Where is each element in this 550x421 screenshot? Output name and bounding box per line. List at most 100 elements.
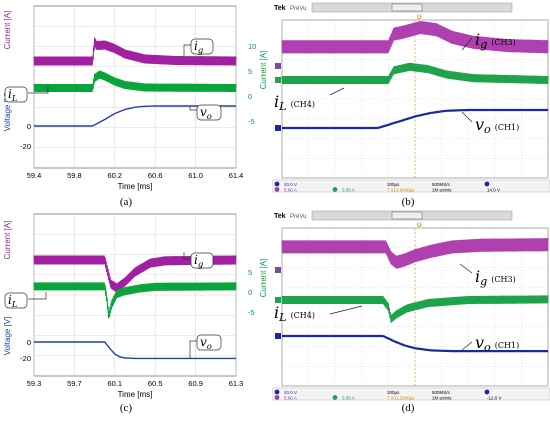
status-points: 1M points <box>432 396 452 401</box>
scope-il-label-sub: L <box>278 100 286 113</box>
scope-ig-label-ch: (CH3) <box>491 38 515 47</box>
status-trigger-level: 14.0 V <box>487 188 500 193</box>
scope-il-band <box>281 62 549 85</box>
x-tick-label: 59.8 <box>67 171 82 180</box>
ig-label: ig <box>194 253 203 269</box>
status-rate: 500MS/s <box>432 182 451 187</box>
y-left-bottom-label: Voltage [V] <box>3 93 12 132</box>
il-leader <box>28 292 47 300</box>
vo-label-sub: o <box>207 341 212 351</box>
caption-d: (d) <box>401 402 415 414</box>
status-ch4-chip <box>332 187 338 192</box>
x-axis-label: Time [ms] <box>118 182 153 191</box>
caption-a: (a) <box>119 196 133 208</box>
scope-ig-leader <box>459 263 473 274</box>
channel-marker <box>275 297 281 303</box>
status-ch1-chip <box>274 181 280 187</box>
vo-callout-box <box>196 334 222 351</box>
status-ch1-chip <box>274 389 280 395</box>
y-right-tick-label: 0 <box>248 92 252 101</box>
il-label-text: iL <box>8 293 18 309</box>
scope-brand: Tek <box>274 5 286 12</box>
vo-label: vo <box>200 335 212 351</box>
chart-a: 59.4 59.8 60.2 60.6 61.0 61.4 Time [ms] 10 5 0 -5 C… <box>3 5 268 191</box>
scope-vo-label-sub: o <box>484 341 491 354</box>
status-bar <box>271 387 550 401</box>
il-label: iL <box>8 87 18 103</box>
caption-c: (c) <box>119 402 133 414</box>
scope-brand: Tek <box>274 213 286 220</box>
scope-vo-label-ch: (CH1) <box>495 123 519 132</box>
y-right-tick-label: -5 <box>248 117 255 126</box>
y-right-tick-label: -5 <box>248 308 255 317</box>
status-ch3-value: 5.00 A <box>284 188 297 193</box>
scope-mode: PreVu <box>290 214 306 220</box>
channel-marker <box>275 125 281 131</box>
y-left-bottom-label: Voltage [V] <box>3 317 12 356</box>
status-ch1-value: 20.0 V <box>284 390 297 395</box>
caption-b: (b) <box>401 196 415 208</box>
status-ch3-chip <box>274 187 280 192</box>
il-label-sub: L <box>11 93 18 103</box>
status-bar <box>271 179 550 193</box>
y-right-tick-label: 10 <box>248 42 256 51</box>
scope-il-leader <box>329 87 345 96</box>
ig-label-text: ig <box>194 253 203 269</box>
status-rate: 500MS/s <box>432 390 451 395</box>
il-callout-box <box>4 86 28 103</box>
x-tick-label: 60.6 <box>148 171 163 180</box>
panel-a: 59.4 59.8 60.2 60.6 61.0 61.4 Time [ms] 10 5 0 -5 C… <box>0 0 272 208</box>
trigger-marker: U <box>417 223 421 229</box>
trigger-marker: U <box>417 15 421 21</box>
status-timebase: 200µs <box>387 182 400 187</box>
x-tick-label: 61.0 <box>188 171 203 180</box>
x-tick-label: 61.3 <box>229 379 244 388</box>
y-right-axis-label: Current [A] <box>259 51 268 90</box>
vo-label: vo <box>200 105 212 121</box>
ig-leader <box>183 44 191 58</box>
ig-label-sub: g <box>198 45 203 55</box>
scope-ig-band <box>281 238 549 269</box>
status-trigger-chip <box>484 181 490 187</box>
y-left-top-label: Current [A] <box>3 11 12 50</box>
status-ch3-value: 5.00 A <box>284 396 297 401</box>
ig-callout-box <box>190 252 214 269</box>
vo-callout-box <box>196 104 222 121</box>
vo-leader <box>189 106 197 111</box>
x-tick-label: 60.2 <box>107 171 122 180</box>
scope-ig-band <box>281 21 549 54</box>
scope-vo-line <box>282 334 548 353</box>
y-right-axis-label: Current [A] <box>259 259 268 298</box>
ig-callout-box <box>190 38 214 55</box>
scope-mode: PreVu <box>290 6 306 12</box>
y-left-tick-label: 0 <box>27 338 31 347</box>
scope-il-label-ch: (CH4) <box>291 100 315 109</box>
status-ch1-value: 20.0 V <box>284 182 297 187</box>
series-il-band <box>33 282 237 319</box>
scope-ig-leader <box>461 37 473 51</box>
x-tick-label: 61.4 <box>229 171 244 180</box>
status-ch4-chip <box>332 395 338 400</box>
x-tick-label: 60.5 <box>148 379 163 388</box>
y-left-top-label: Current [A] <box>3 221 12 260</box>
record-window <box>391 211 423 220</box>
x-tick-label: 60.9 <box>188 379 203 388</box>
scope-ig-label-ch: (CH3) <box>491 275 515 284</box>
y-left-tick-label: -20 <box>20 142 31 151</box>
series-vo-line <box>34 341 236 360</box>
x-tick-label: 59.7 <box>67 379 82 388</box>
scope-vo-line <box>282 108 548 130</box>
y-right-tick-label: 5 <box>248 67 252 76</box>
series-ig-band <box>33 37 237 66</box>
x-axis-label: Time [ms] <box>118 390 153 399</box>
scope-il-band <box>281 295 549 323</box>
status-delay: T 613.6000µs <box>387 188 415 193</box>
il-callout-box <box>4 292 28 309</box>
scope-ig-label-sub: g <box>480 38 487 51</box>
scope-vo-label-ch: (CH1) <box>495 341 519 350</box>
y-left-tick-label: 0 <box>27 122 31 131</box>
